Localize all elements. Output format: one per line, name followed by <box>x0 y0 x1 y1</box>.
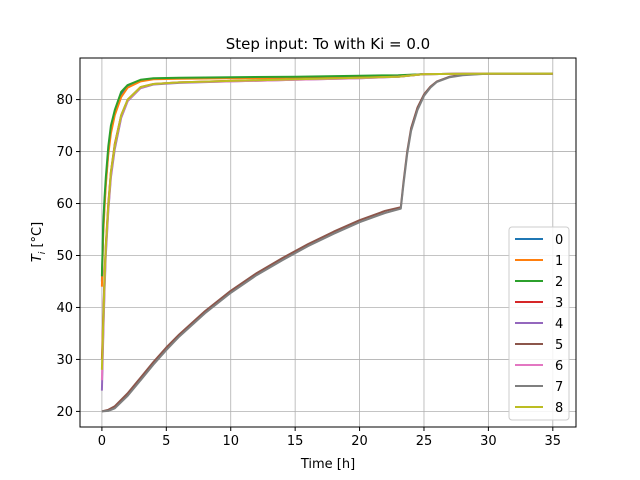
legend-label-6: 6 <box>555 359 563 374</box>
y-tick-label: 70 <box>56 145 73 160</box>
x-tick-label: 20 <box>351 434 368 449</box>
y-axis-label-main: T <box>30 253 45 262</box>
y-tick-label: 50 <box>56 249 73 264</box>
grid <box>80 58 576 427</box>
x-tick-label: 10 <box>222 434 239 449</box>
series-lines <box>100 72 553 413</box>
y-axis-label-sub: i <box>38 251 48 254</box>
x-tick-label: 0 <box>98 434 106 449</box>
legend-label-8: 8 <box>555 401 563 416</box>
y-tick-label: 40 <box>56 301 73 316</box>
y-axis-label-unit: [°C] <box>30 222 45 252</box>
legend-label-0: 0 <box>555 233 563 248</box>
x-axis-ticks: 0 5 10 15 20 25 30 35 <box>98 427 561 449</box>
series-line-8 <box>100 72 553 370</box>
legend-label-3: 3 <box>555 296 563 311</box>
legend-label-5: 5 <box>555 338 563 353</box>
legend: 0 1 2 3 4 5 6 7 8 <box>508 226 570 421</box>
y-axis-ticks: 20 30 40 50 60 70 80 <box>56 93 80 420</box>
x-tick-label: 5 <box>162 434 170 449</box>
legend-label-1: 1 <box>555 254 563 269</box>
y-tick-label: 80 <box>56 93 73 108</box>
series-line-2 <box>100 72 553 277</box>
plot-area-frame <box>79 57 577 428</box>
x-tick-label: 35 <box>545 434 562 449</box>
legend-label-7: 7 <box>555 380 563 395</box>
y-tick-label: 30 <box>56 353 73 368</box>
x-axis-label: Time [h] <box>300 457 355 472</box>
chart-title: Step input: To with Ki = 0.0 <box>226 35 430 53</box>
x-tick-label: 15 <box>287 434 304 449</box>
legend-label-2: 2 <box>555 275 563 290</box>
x-tick-label: 25 <box>416 434 433 449</box>
y-axis-label: Ti [°C] <box>30 222 48 262</box>
y-tick-label: 60 <box>56 197 73 212</box>
series-line-7 <box>101 72 553 413</box>
y-tick-label: 20 <box>56 405 73 420</box>
legend-label-4: 4 <box>555 317 563 332</box>
x-tick-label: 30 <box>480 434 497 449</box>
